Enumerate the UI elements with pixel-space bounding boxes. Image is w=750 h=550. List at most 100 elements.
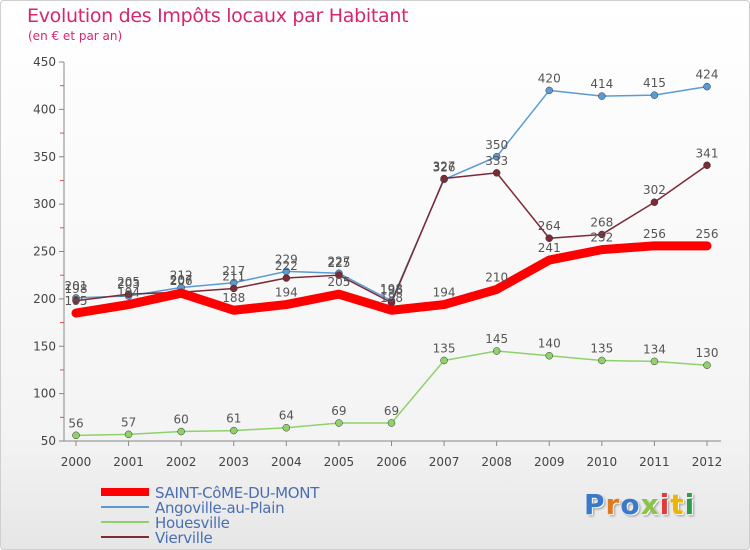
y-tick-label: 150 xyxy=(33,339,56,353)
x-tick-label: 2001 xyxy=(113,455,144,469)
x-tick-label: 2004 xyxy=(271,455,302,469)
data-label: 69 xyxy=(331,404,346,418)
logo-letter: t xyxy=(670,488,685,521)
data-label: 203 xyxy=(117,277,140,291)
x-tick-label: 2012 xyxy=(692,455,723,469)
data-label: 341 xyxy=(696,146,719,160)
data-label: 414 xyxy=(590,77,613,91)
logo-letter: x xyxy=(640,488,660,521)
data-label: 327 xyxy=(433,160,456,174)
data-label: 222 xyxy=(275,259,298,273)
data-point xyxy=(177,427,185,436)
data-label: 134 xyxy=(643,342,666,356)
x-tick-label: 2005 xyxy=(324,455,355,469)
x-tick-label: 2003 xyxy=(218,455,249,469)
y-tick-label: 100 xyxy=(33,387,56,401)
data-label: 57 xyxy=(121,415,136,429)
data-label: 135 xyxy=(433,341,456,355)
x-tick-label: 2002 xyxy=(166,455,197,469)
x-tick-label: 2011 xyxy=(639,455,670,469)
data-label: 130 xyxy=(696,346,719,360)
x-tick-label: 2009 xyxy=(534,455,565,469)
legend-swatch xyxy=(101,506,149,508)
data-label: 326 xyxy=(433,160,456,174)
data-label: 188 xyxy=(380,291,403,305)
proxiti-logo[interactable]: Proxiti xyxy=(584,488,695,521)
data-label: 206 xyxy=(170,274,193,288)
data-point xyxy=(598,230,606,239)
data-point xyxy=(282,274,291,282)
legend-label: Vierville xyxy=(155,529,213,547)
data-label: 241 xyxy=(538,241,561,255)
data-label: 56 xyxy=(68,416,83,430)
data-label: 194 xyxy=(433,286,456,300)
data-point xyxy=(230,426,238,435)
x-tick-label: 2008 xyxy=(481,455,512,469)
legend-label: SAINT-CôME-DU-MONT xyxy=(155,484,320,502)
data-point xyxy=(387,419,396,427)
data-label: 252 xyxy=(590,231,613,245)
data-label: 64 xyxy=(279,409,294,423)
data-label: 424 xyxy=(696,68,719,82)
y-tick-label: 200 xyxy=(33,292,56,306)
data-point xyxy=(492,153,501,161)
y-tick-label: 400 xyxy=(33,102,56,116)
data-point xyxy=(72,297,80,305)
data-point xyxy=(440,356,448,365)
x-tick-label: 2007 xyxy=(429,455,460,469)
data-label: 140 xyxy=(538,337,561,351)
data-point xyxy=(335,271,343,279)
chart-subtitle: (en € et par an) xyxy=(28,29,123,43)
data-label: 207 xyxy=(170,273,193,287)
data-label: 264 xyxy=(538,219,561,233)
data-point xyxy=(545,351,553,360)
data-point xyxy=(72,431,80,440)
data-label: 194 xyxy=(275,286,298,300)
data-label: 415 xyxy=(643,76,666,90)
logo-letter: i xyxy=(684,488,696,521)
data-label: 198 xyxy=(380,282,403,296)
x-tick-label: 2010 xyxy=(587,455,618,469)
data-label: 212 xyxy=(170,269,193,283)
data-label: 256 xyxy=(696,227,719,241)
chart-title: Evolution des Impôts locaux par Habitant xyxy=(27,5,409,27)
data-point xyxy=(598,356,606,365)
data-label: 229 xyxy=(275,252,298,266)
x-tick-label: 2006 xyxy=(376,455,407,469)
data-label: 211 xyxy=(222,269,245,283)
data-label: 61 xyxy=(226,412,241,426)
data-label: 205 xyxy=(117,275,140,289)
data-label: 201 xyxy=(65,279,88,293)
y-tick-label: 350 xyxy=(33,150,56,164)
data-label: 227 xyxy=(327,254,350,268)
data-label: 225 xyxy=(327,256,350,270)
data-point xyxy=(545,234,553,242)
y-tick-label: 250 xyxy=(33,245,56,259)
data-point xyxy=(282,423,291,432)
data-point xyxy=(650,91,659,99)
y-tick-label: 450 xyxy=(33,55,56,69)
data-label: 205 xyxy=(327,275,350,289)
logo-letter: o xyxy=(620,488,641,521)
legend-label: Houesville xyxy=(155,514,230,532)
y-tick-label: 300 xyxy=(33,197,56,211)
data-point xyxy=(492,347,501,355)
data-label: 256 xyxy=(643,227,666,241)
x-tick-label: 2000 xyxy=(61,455,92,469)
data-label: 135 xyxy=(590,341,613,355)
data-point xyxy=(230,284,238,293)
data-point xyxy=(440,174,448,183)
y-tick-label: 50 xyxy=(41,434,56,448)
data-label: 217 xyxy=(222,264,245,278)
data-point xyxy=(650,198,659,206)
data-label: 420 xyxy=(538,71,561,85)
data-label: 302 xyxy=(643,183,666,197)
data-point xyxy=(124,290,133,298)
series-line xyxy=(71,241,712,318)
data-point xyxy=(650,357,659,366)
data-point xyxy=(335,419,343,427)
logo-letter: i xyxy=(659,488,671,521)
data-point xyxy=(492,169,501,177)
